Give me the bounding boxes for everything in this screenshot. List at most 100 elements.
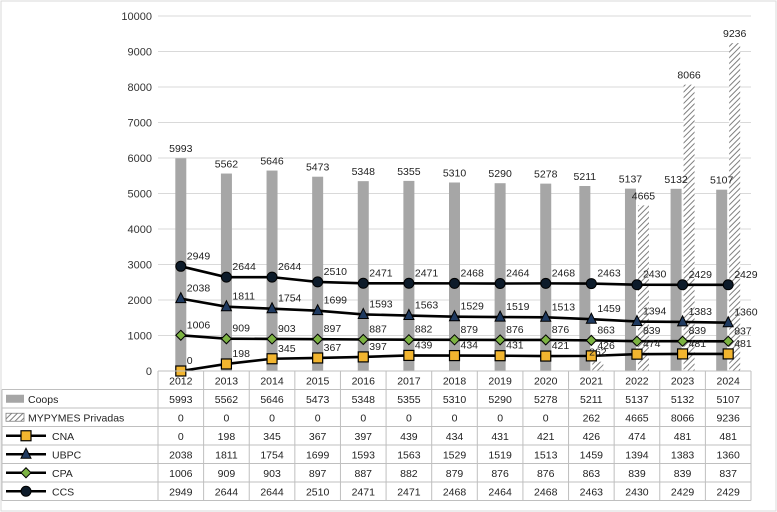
data-label-ubpc: 1519	[506, 301, 530, 313]
table-cell-coops: 5132	[671, 394, 695, 406]
x-tick-label: 2022	[625, 376, 649, 388]
data-label-ccs: 2468	[461, 267, 485, 279]
data-label-coops: 5290	[488, 168, 512, 180]
marker-cpa	[494, 334, 506, 346]
data-label-coops: 5355	[397, 166, 421, 178]
marker-cna	[585, 350, 597, 362]
y-tick-label: 8000	[128, 82, 152, 94]
marker-cpa	[540, 334, 552, 346]
data-label-ubpc: 1811	[232, 291, 255, 303]
data-label-cpa: 1006	[187, 319, 211, 331]
data-label-ubpc: 1394	[643, 306, 667, 318]
legend-label-mypymes-privadas: MYPYMES Privadas	[28, 412, 124, 424]
x-tick-label: 2017	[397, 376, 421, 388]
data-label-ccs: 2644	[278, 261, 302, 273]
marker-cpa	[585, 334, 598, 347]
marker-ccs	[494, 278, 506, 290]
table-cell-ccs: 2463	[580, 486, 604, 498]
y-tick-label: 1000	[128, 331, 152, 343]
y-axis: 0 1000 2000 3000 4000 5000 6000 7000 8000 9000 100…	[121, 11, 152, 378]
marker-ubpc	[494, 309, 506, 322]
data-label-ubpc: 1593	[369, 298, 393, 310]
x-tick-label: 2019	[488, 376, 512, 388]
legend-marker-cna	[20, 430, 32, 442]
bar-mypymes	[729, 43, 741, 371]
marker-ccs	[312, 276, 324, 288]
legend-label-coops: Coops	[28, 394, 58, 406]
table-cell-ccs: 2468	[534, 486, 558, 498]
table-cell-cpa: 839	[674, 468, 692, 480]
table-cell-mypymes-privadas: 0	[497, 412, 503, 424]
data-label-cpa: 863	[597, 324, 615, 336]
bar-mypymes	[637, 205, 649, 371]
table-cell-cpa: 1006	[169, 468, 193, 480]
marker-cpa	[403, 333, 415, 346]
data-label-ubpc: 1529	[461, 301, 485, 313]
table-cell-ccs: 2510	[306, 486, 330, 498]
data-label-coops: 5278	[534, 169, 558, 181]
bar-coops	[716, 189, 728, 371]
table-cell-ubpc: 1754	[260, 449, 284, 461]
marker-ccs	[540, 277, 552, 289]
data-label-ccs: 2468	[552, 267, 576, 279]
table-cell-ubpc: 1513	[534, 449, 558, 461]
table-cell-cpa: 887	[355, 468, 373, 480]
data-label-ubpc: 1513	[552, 301, 576, 313]
marker-ccs	[722, 279, 734, 291]
data-label-cpa: 876	[552, 324, 570, 336]
table-cell-cpa: 863	[583, 468, 601, 480]
x-tick-label: 2023	[671, 376, 695, 388]
marker-cna	[631, 348, 643, 360]
data-label-mypymes: 4665	[632, 190, 656, 202]
marker-cna	[448, 349, 461, 362]
data-label-ccs: 2471	[415, 267, 439, 279]
marker-cpa	[448, 334, 461, 346]
x-tick-label: 2018	[443, 376, 467, 388]
marker-ccs	[631, 279, 643, 291]
table-cell-cna: 426	[583, 431, 601, 443]
data-labels-layer: 5993 5562 5646 5473 5348 5355 5310 5290 5278 5211…	[169, 28, 758, 367]
marker-ccs	[677, 279, 689, 291]
data-label-ubpc: 1699	[324, 295, 348, 307]
marker-cpa	[175, 329, 187, 341]
marker-ubpc	[676, 314, 689, 327]
marker-ubpc	[174, 291, 187, 304]
data-label-cna: 0	[187, 355, 193, 367]
marker-ccs	[266, 271, 278, 283]
table-cell-cna: 397	[355, 431, 373, 443]
table-cell-mypymes-privadas: 0	[360, 412, 366, 424]
legend-marker-ccs	[20, 485, 32, 497]
data-label-cna: 434	[461, 340, 479, 352]
data-label-mypymes: 9236	[723, 28, 747, 40]
data-label-coops: 5211	[574, 171, 597, 183]
marker-cpa	[676, 335, 689, 347]
table-cell-ubpc: 1459	[580, 449, 604, 461]
y-tick-label: 6000	[128, 153, 152, 165]
data-label-coops: 5562	[215, 159, 239, 171]
data-label-cna: 397	[369, 341, 387, 353]
table-cell-cpa: 903	[263, 468, 281, 480]
table-cell-coops: 5348	[352, 394, 376, 406]
marker-ccs	[357, 277, 369, 289]
data-label-cna: 345	[278, 343, 296, 355]
marker-cpa	[722, 335, 734, 347]
marker-cna	[220, 358, 233, 370]
bar-coops	[312, 176, 324, 371]
data-label-cna: 474	[643, 338, 661, 350]
x-tick-label: 2014	[260, 376, 284, 388]
table-cell-ubpc: 1699	[306, 449, 330, 461]
data-label-coops: 5132	[664, 174, 688, 186]
table-cell-cna: 474	[628, 431, 646, 443]
marker-cpa	[631, 335, 643, 347]
table-cell-cpa: 882	[400, 468, 418, 480]
marker-cpa	[266, 333, 278, 345]
table-cell-cpa: 897	[309, 468, 327, 480]
data-label-cpa: 909	[232, 323, 250, 335]
table-cell-cna: 345	[263, 431, 281, 443]
data-label-ubpc: 1383	[689, 306, 713, 318]
marker-cpa	[220, 333, 233, 345]
table-cell-coops: 5473	[306, 394, 330, 406]
marker-cna	[357, 351, 369, 363]
marker-cna	[494, 350, 506, 362]
table-cell-cpa: 879	[446, 468, 464, 480]
